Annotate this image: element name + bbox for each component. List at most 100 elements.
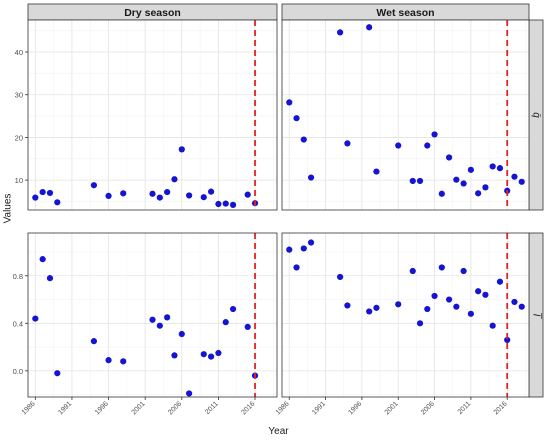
data-point — [518, 178, 525, 185]
data-point — [438, 190, 445, 197]
data-point — [467, 310, 474, 317]
data-point — [373, 304, 380, 311]
x-tick-label: 1986 — [275, 400, 291, 416]
y-tick-label: 0.0 — [13, 367, 23, 376]
data-point — [32, 194, 39, 201]
panel-background — [282, 20, 529, 210]
data-point — [467, 166, 474, 173]
data-point — [511, 298, 518, 306]
y-tick-label: 10 — [15, 176, 23, 185]
data-point — [431, 131, 438, 138]
data-point — [424, 305, 431, 313]
data-point — [344, 302, 351, 309]
data-point — [171, 352, 178, 359]
x-tick-label: 1991 — [311, 400, 327, 416]
column-strip-label: Dry season — [124, 7, 181, 19]
x-tick-label: 2016 — [240, 400, 256, 416]
data-point — [149, 316, 156, 323]
data-point — [366, 24, 373, 31]
data-point — [496, 165, 504, 172]
data-point — [178, 330, 185, 338]
data-point — [293, 264, 300, 271]
data-point — [373, 168, 380, 175]
data-point — [489, 163, 496, 170]
data-point — [156, 322, 163, 329]
data-point — [307, 239, 315, 246]
data-point — [149, 190, 156, 197]
data-point — [244, 323, 251, 330]
data-point — [207, 353, 215, 360]
data-point — [200, 194, 207, 201]
data-point — [453, 303, 460, 310]
data-point — [431, 292, 438, 300]
data-point — [156, 194, 163, 201]
data-point — [307, 174, 315, 181]
data-point — [344, 140, 351, 147]
x-tick-label: 1996 — [347, 400, 363, 416]
data-point — [229, 201, 237, 208]
data-point — [409, 177, 416, 185]
data-point — [105, 192, 112, 200]
data-point — [90, 338, 98, 345]
data-point — [511, 173, 518, 180]
data-point — [300, 245, 307, 252]
data-point — [438, 264, 445, 271]
data-point — [46, 189, 54, 197]
data-point — [186, 192, 193, 199]
data-point — [32, 315, 39, 322]
data-point — [395, 301, 402, 308]
data-point — [460, 180, 467, 187]
data-point — [416, 320, 424, 327]
data-point — [222, 319, 229, 326]
panel-border — [27, 232, 278, 398]
column-strip-label: Wet season — [376, 7, 434, 19]
y-tick-label: 30 — [15, 91, 23, 100]
data-point — [54, 199, 61, 206]
data-point — [445, 154, 453, 161]
y-tick-label: 0.4 — [13, 319, 23, 328]
panel-border — [27, 19, 278, 211]
data-point — [293, 115, 300, 122]
data-point — [54, 370, 61, 377]
data-point — [409, 267, 416, 275]
x-axis-title: Year — [268, 426, 289, 437]
data-point — [424, 142, 431, 149]
data-point — [475, 190, 482, 197]
data-point — [178, 146, 185, 153]
x-tick-label: 1986 — [21, 400, 37, 416]
x-tick-label: 2001 — [384, 400, 400, 416]
panel-border — [281, 19, 530, 211]
data-point — [244, 191, 251, 198]
data-point — [337, 29, 344, 36]
data-point — [504, 336, 511, 344]
data-point — [120, 190, 127, 197]
data-point — [200, 351, 207, 358]
data-point — [39, 188, 46, 196]
data-point — [164, 188, 171, 196]
data-point — [518, 303, 525, 310]
data-point — [453, 176, 460, 183]
data-point — [395, 142, 402, 149]
data-point — [105, 357, 112, 364]
data-point — [460, 267, 467, 275]
x-tick-label: 1991 — [57, 400, 73, 416]
panel-background — [282, 233, 529, 397]
row-strip-label: q̄ — [531, 112, 542, 118]
y-axis-title: Values — [3, 194, 14, 224]
x-tick-label: 2011 — [457, 400, 473, 416]
data-point — [366, 308, 373, 315]
data-point — [416, 177, 424, 185]
data-point — [482, 184, 489, 191]
data-point — [171, 176, 178, 183]
data-point — [120, 358, 127, 365]
x-tick-label: 2011 — [204, 400, 220, 416]
x-tick-label: 1996 — [94, 400, 110, 416]
data-point — [215, 349, 222, 357]
data-point — [164, 314, 171, 321]
x-tick-label: 2006 — [167, 400, 183, 416]
data-point — [489, 322, 496, 329]
row-strip-label: I̅ — [531, 313, 543, 319]
data-point — [482, 291, 489, 298]
data-point — [286, 99, 293, 106]
